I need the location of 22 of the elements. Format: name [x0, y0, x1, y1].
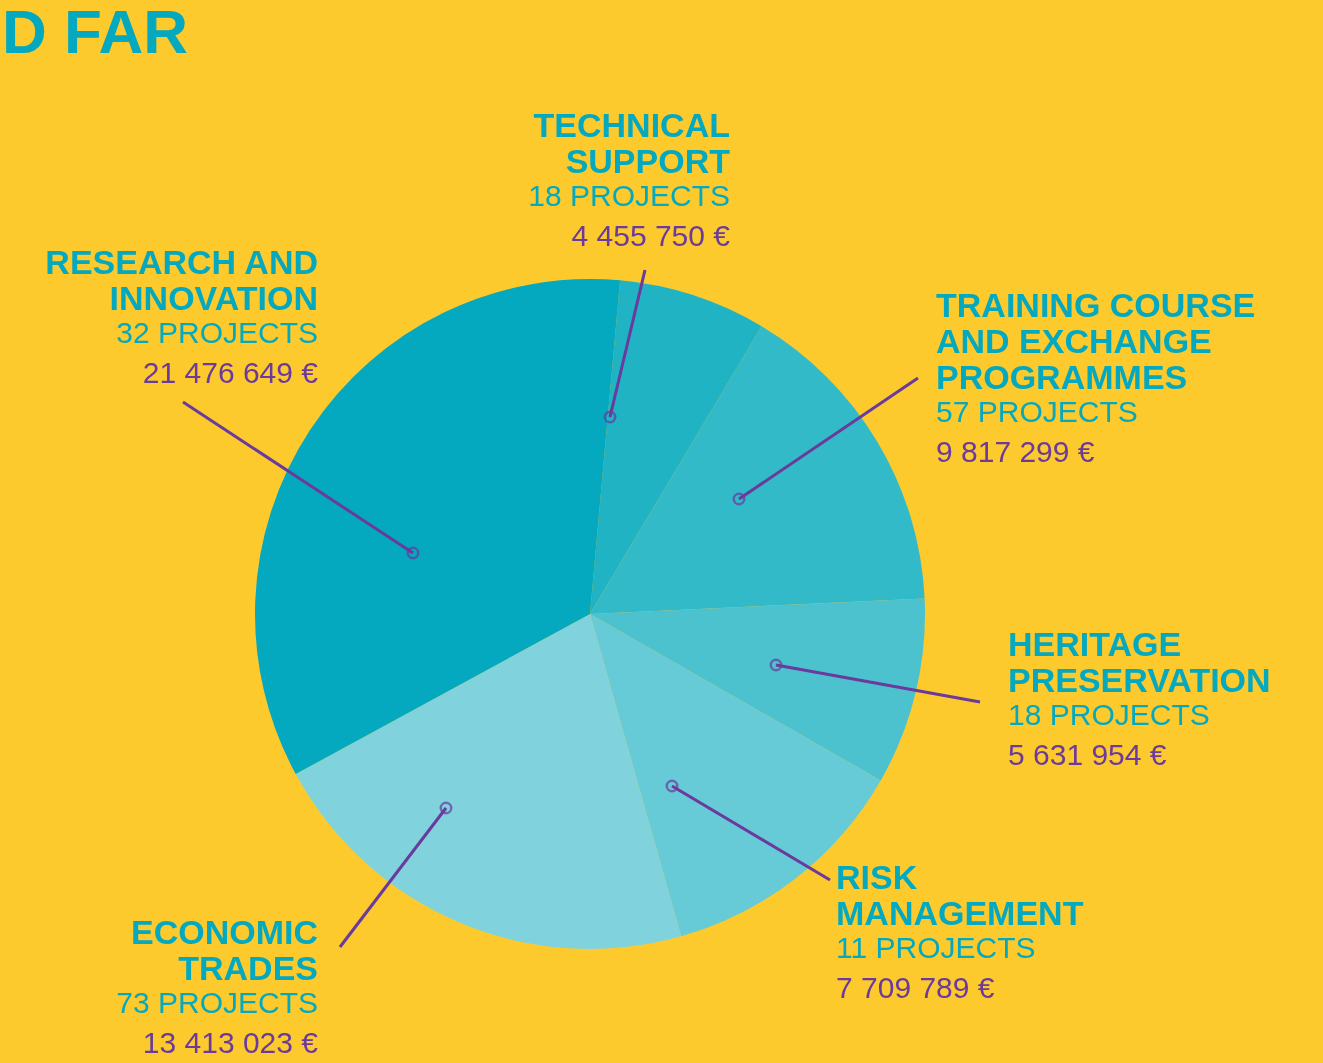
slice-label: HERITAGE PRESERVATION — [1008, 625, 1271, 699]
data-label: 21 476 649 € — [142, 356, 319, 389]
text: 57 PROJECTS — [936, 395, 1138, 428]
pie-slice — [590, 326, 925, 614]
slice-label: TRAINING COURSE AND EXCHANGE PROGRAMMES — [936, 286, 1256, 396]
pie-slice — [590, 598, 925, 781]
data-label: 9 817 299 € — [936, 435, 1095, 468]
data-label: 13 413 023 € — [142, 1026, 319, 1059]
pie-slice — [590, 280, 762, 614]
data-label: 7 709 789 € — [836, 971, 995, 1004]
data-label: 5 631 954 € — [1008, 738, 1167, 771]
text: 11 PROJECTS — [836, 931, 1036, 964]
text: 18 PROJECTS — [1008, 698, 1210, 731]
slice-label: ECONOMIC TRADES — [131, 913, 318, 987]
text: 18 PROJECTS — [528, 179, 730, 212]
text: 73 PROJECTS — [116, 986, 318, 1019]
slice-label: RISK MANAGEMENT — [836, 858, 1084, 932]
slice-label: RESEARCH AND INNOVATION — [45, 243, 318, 317]
text: 32 PROJECTS — [116, 316, 318, 349]
chart-title: D FAR — [2, 0, 188, 66]
slice-label: TECHNICAL SUPPORT — [533, 106, 731, 180]
data-label: 4 455 750 € — [571, 219, 731, 252]
